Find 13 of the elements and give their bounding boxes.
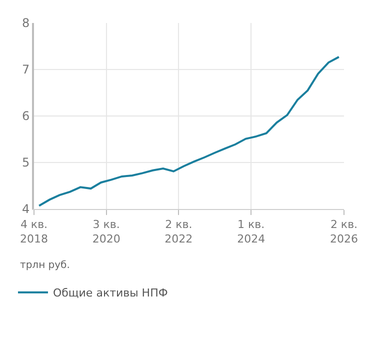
y-tick-label: 4: [22, 202, 30, 216]
x-tick-label: 1 кв. 2024: [237, 218, 266, 246]
y-tick-label: 7: [22, 62, 30, 77]
y-axis-title: трлн руб.: [20, 260, 70, 271]
x-tick-label: 2 кв. 2022: [164, 218, 193, 246]
y-tick-label: 5: [22, 156, 30, 170]
x-tick-label: 4 кв. 2018: [20, 218, 48, 246]
line-series: [38, 56, 340, 207]
legend-label: Общие активы НПФ: [52, 286, 168, 300]
y-tick-label: 6: [22, 109, 30, 124]
y-tick-label: 8: [22, 16, 30, 30]
x-tick-label: 3 кв. 2020: [92, 218, 120, 246]
x-tick-label: 2 кв. 2026: [330, 218, 358, 246]
